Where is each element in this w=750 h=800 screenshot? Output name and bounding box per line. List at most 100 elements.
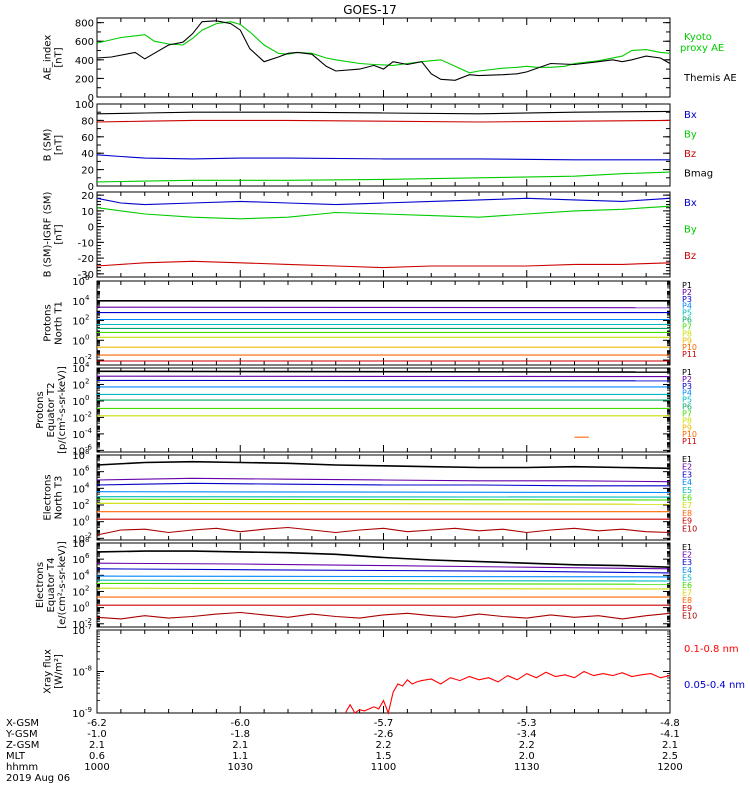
series-line-e2 [96, 562, 671, 570]
legend-entry: P5 [682, 309, 692, 318]
panel-frame [96, 17, 671, 98]
legend-entry: E3 [682, 558, 692, 567]
y-axis-label: Electrons [43, 474, 54, 520]
y-tick-exponent: 2 [85, 584, 89, 592]
ephemeris-row-label: Z-GSM [6, 740, 39, 751]
y-tick-label: 10 [72, 364, 85, 375]
legend-entry: proxy AE [680, 43, 724, 54]
y-tick-exponent: 2 [85, 498, 89, 506]
panel-bsm: 0 20 40 60 80 100 B (SM) [nT] Bx By Bz Bmag [43, 100, 714, 193]
legend-entry: E1 [682, 543, 692, 552]
y-tick-exponent: 6 [85, 552, 90, 560]
legend-entry: E6 [682, 581, 692, 590]
ephemeris-value: 2.5 [662, 751, 678, 762]
ephemeris-value: -2.6 [374, 729, 394, 740]
series-line-e7 [96, 587, 671, 590]
series-line-e10 [96, 611, 671, 620]
ephemeris-value: 0.6 [89, 751, 105, 762]
y-tick-exponent: 0 [85, 601, 89, 609]
ephemeris-value: -4.8 [660, 718, 680, 729]
ephemeris-value: 1.1 [232, 751, 248, 762]
y-tick-label: 10 [72, 468, 85, 479]
legend-entry: E6 [682, 494, 692, 503]
y-tick-exponent: 4 [85, 361, 90, 369]
series-line-bz [96, 119, 671, 123]
y-tick-label: 400 [75, 56, 94, 67]
ephemeris-row-label: hhmm [6, 762, 38, 773]
y-axis-label: Protons [43, 304, 54, 341]
y-tick-label: 0 [88, 93, 94, 104]
legend-entry: P2 [682, 288, 692, 297]
y-tick-label: 200 [75, 74, 94, 85]
ephemeris-table: X-GSM -6.2 -6.0 -5.7 -5.3 -4.8 Y-GSM -1.0 -1.8 -2… [5, 718, 683, 784]
ephemeris-value: 1030 [228, 762, 253, 773]
y-tick-label: 10 [72, 484, 85, 495]
y-tick-exponent: -2 [85, 353, 92, 361]
legend-entry: P6 [682, 403, 692, 412]
y-tick-label: 10 [72, 317, 85, 328]
y-tick-label: 10 [72, 555, 85, 566]
y-tick-label: 600 [75, 37, 94, 48]
date-label: 2019 Aug 06 [6, 773, 70, 784]
series-line-p2 [96, 306, 671, 309]
y-tick-exponent: 4 [85, 294, 90, 302]
legend-entry: E4 [682, 566, 692, 575]
panel-frame [96, 280, 671, 366]
series-line-e3 [96, 568, 671, 574]
ephemeris-value: 2.1 [232, 740, 248, 751]
series-line-e10 [96, 526, 671, 536]
legend-entry: E10 [682, 524, 697, 533]
legend-entry: P1 [682, 368, 692, 377]
y-tick-label: 10 [72, 518, 85, 529]
y-tick-exponent: 0 [85, 394, 89, 402]
ephemeris-value: 2.1 [662, 740, 678, 751]
legend-entry: By [684, 225, 697, 236]
y-tick-label: 10 [72, 451, 85, 462]
y-tick-label: -30 [78, 270, 94, 281]
ephemeris-value: -6.0 [230, 718, 250, 729]
legend-entry: P4 [682, 302, 692, 311]
ephemeris-value: 1200 [657, 762, 682, 773]
series-line-bmag [96, 110, 671, 115]
y-axis-label: B (SM) [43, 128, 54, 161]
y-axis-label: AE_index [43, 35, 54, 81]
y-tick-label: 10 [72, 446, 85, 457]
legend-entry: E2 [682, 551, 692, 560]
series-line-e2 [96, 477, 671, 483]
legend-entry: P8 [682, 416, 692, 425]
y-tick-exponent: 6 [85, 274, 90, 282]
y-tick-label: 10 [72, 501, 85, 512]
ephemeris-row-label: Y-GSM [5, 729, 38, 740]
y-tick-exponent: 6 [85, 465, 90, 473]
legend-entry: 0.05-0.4 nm [684, 680, 745, 691]
legend-entry: Bz [684, 149, 696, 160]
y-tick-label: 800 [75, 19, 94, 30]
y-tick-exponent: 2 [85, 377, 89, 385]
y-tick-label: 10 [72, 277, 85, 288]
legend-entry: P8 [682, 329, 692, 338]
legend-entry: P9 [682, 336, 692, 345]
y-tick-label: 0 [88, 223, 94, 234]
y-tick-exponent: 0 [85, 515, 89, 523]
y-tick-label: 10 [72, 626, 85, 637]
series-line-e4 [96, 575, 671, 578]
y-tick-label: 10 [72, 380, 85, 391]
y-tick-label: 10 [72, 356, 85, 367]
y-tick-label: 0 [88, 182, 94, 193]
legend-entry: E2 [682, 463, 692, 472]
legend-entry: P11 [682, 437, 697, 446]
series-line-bz [96, 260, 671, 269]
ephemeris-value: -6.2 [87, 718, 107, 729]
y-tick-exponent: -9 [85, 706, 92, 714]
y-axis-label: [nT] [54, 224, 65, 244]
series-line-bx [96, 197, 671, 206]
legend-entry: E7 [682, 589, 692, 598]
y-axis-label: [e/(cm²-s-sr-keV)] [57, 541, 68, 629]
panel-frame [96, 103, 671, 187]
y-tick-label: 10 [72, 336, 85, 347]
legend-entry: P3 [682, 295, 692, 304]
